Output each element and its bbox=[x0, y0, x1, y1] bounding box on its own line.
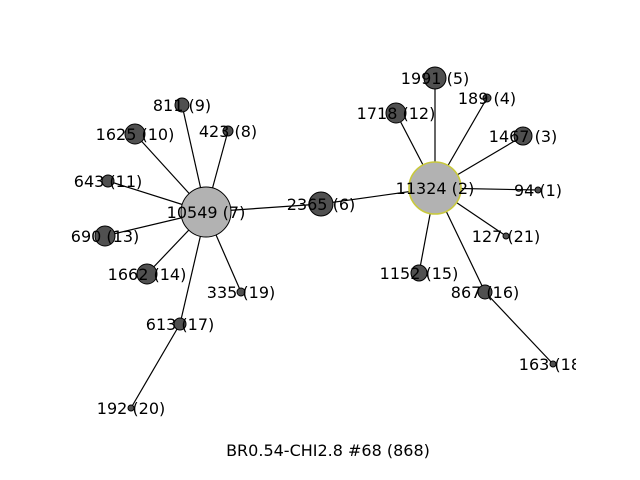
node-label-n17: 613 (17) bbox=[146, 315, 214, 334]
node-label-n19: 335 (19) bbox=[207, 283, 275, 302]
node-n14 bbox=[136, 263, 158, 285]
node-label-n6: 2365 (6) bbox=[287, 195, 355, 214]
node-n3 bbox=[513, 126, 533, 146]
node-label-n2: 11324 (2) bbox=[396, 179, 475, 198]
node-n12 bbox=[385, 102, 407, 124]
diagram-caption: BR0.54-CHI2.8 #68 (868) bbox=[226, 441, 430, 460]
node-label-n12: 1718 (12) bbox=[357, 104, 436, 123]
node-n6 bbox=[308, 191, 334, 217]
node-label-n21: 127 (21) bbox=[472, 227, 540, 246]
node-n8 bbox=[222, 125, 234, 137]
node-label-n16: 867 (16) bbox=[451, 283, 519, 302]
node-n19 bbox=[236, 287, 246, 297]
node-label-n15: 1152 (15) bbox=[380, 264, 459, 283]
node-n13 bbox=[94, 225, 116, 247]
node-n18 bbox=[549, 360, 557, 368]
node-n10 bbox=[124, 123, 146, 145]
node-n11 bbox=[101, 174, 115, 188]
node-label-n9: 811 (9) bbox=[153, 96, 211, 115]
edge-n16-n18 bbox=[484, 291, 554, 365]
node-n9 bbox=[174, 97, 190, 113]
node-n16 bbox=[477, 284, 493, 300]
node-label-n10: 1625 (10) bbox=[96, 125, 175, 144]
node-n2 bbox=[408, 161, 462, 215]
node-label-n13: 690 (13) bbox=[71, 227, 139, 246]
node-label-n8: 423 (8) bbox=[199, 122, 257, 141]
node-label-n4: 189 (4) bbox=[458, 89, 516, 108]
node-label-n11: 643 (11) bbox=[74, 172, 142, 191]
node-n5 bbox=[423, 66, 447, 90]
node-n7 bbox=[180, 186, 232, 238]
node-label-n5: 1991 (5) bbox=[401, 69, 469, 88]
node-n17 bbox=[173, 317, 187, 331]
node-n1 bbox=[534, 186, 542, 194]
node-n4 bbox=[482, 93, 492, 103]
node-labels: 10549 (7) 11324 (2) 2365 (6) 811 (9) 1625 (1… bbox=[71, 69, 587, 418]
node-label-n14: 1662 (14) bbox=[108, 265, 187, 284]
nodes bbox=[94, 66, 557, 412]
node-n15 bbox=[410, 264, 428, 282]
node-label-n18: 163 (18) bbox=[519, 355, 587, 374]
node-label-n1: 94 (1) bbox=[514, 181, 562, 200]
node-n21 bbox=[502, 232, 510, 240]
node-label-n20: 192 (20) bbox=[97, 399, 165, 418]
node-n20 bbox=[127, 404, 135, 412]
node-label-n7: 10549 (7) bbox=[167, 203, 246, 222]
node-label-n3: 1467 (3) bbox=[489, 127, 557, 146]
edge-n17-n20 bbox=[130, 323, 181, 409]
